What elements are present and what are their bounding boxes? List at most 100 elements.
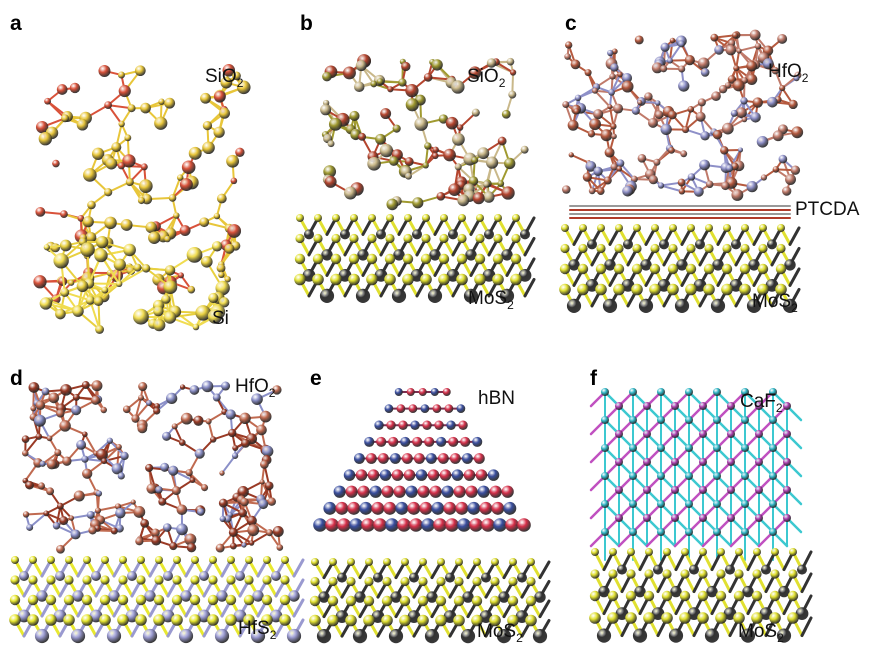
atom bbox=[404, 469, 416, 481]
atom bbox=[770, 569, 779, 578]
atom bbox=[35, 433, 42, 440]
atom bbox=[475, 254, 485, 264]
atom bbox=[633, 629, 647, 643]
atom bbox=[46, 595, 56, 605]
atom bbox=[455, 502, 468, 515]
atom bbox=[325, 518, 339, 532]
atom bbox=[587, 239, 597, 249]
atom bbox=[456, 274, 468, 286]
atom bbox=[29, 382, 40, 393]
atom bbox=[680, 150, 687, 157]
atom bbox=[195, 449, 205, 459]
atom bbox=[329, 118, 342, 131]
atom bbox=[140, 519, 149, 528]
atom bbox=[601, 129, 613, 141]
atom bbox=[33, 275, 46, 288]
atom bbox=[210, 436, 216, 442]
atom bbox=[706, 181, 714, 189]
atom bbox=[178, 272, 184, 278]
bond bbox=[802, 618, 811, 636]
atom bbox=[648, 118, 658, 128]
atom bbox=[96, 490, 102, 496]
atom bbox=[69, 515, 74, 520]
atom bbox=[725, 565, 735, 575]
atom bbox=[136, 575, 145, 584]
atom bbox=[280, 575, 289, 584]
atom bbox=[420, 274, 432, 286]
atom bbox=[139, 179, 153, 193]
atom bbox=[488, 469, 500, 481]
atom bbox=[643, 514, 651, 522]
atom bbox=[172, 575, 181, 584]
atom bbox=[101, 458, 107, 464]
atom bbox=[685, 55, 695, 65]
label-text: HfO bbox=[768, 61, 802, 82]
atom bbox=[356, 60, 367, 71]
atom bbox=[310, 577, 319, 586]
atom bbox=[337, 518, 351, 532]
atom bbox=[419, 388, 427, 396]
atom bbox=[230, 543, 237, 550]
atom bbox=[323, 502, 336, 515]
atom bbox=[118, 595, 128, 605]
atom bbox=[758, 264, 768, 274]
atom bbox=[138, 395, 144, 401]
atom bbox=[82, 575, 91, 584]
atom bbox=[104, 188, 112, 196]
atom bbox=[779, 155, 788, 164]
atom bbox=[473, 192, 485, 204]
atom bbox=[699, 514, 707, 522]
atom bbox=[368, 469, 380, 481]
atom bbox=[320, 289, 334, 303]
atom bbox=[402, 274, 414, 286]
atom bbox=[741, 224, 749, 232]
atom bbox=[601, 416, 609, 424]
atom bbox=[741, 416, 749, 424]
atom bbox=[345, 615, 357, 627]
atom bbox=[76, 440, 86, 450]
atom bbox=[80, 242, 95, 257]
atom bbox=[412, 437, 422, 447]
atom bbox=[593, 167, 602, 176]
atom bbox=[187, 543, 196, 552]
atom bbox=[169, 194, 177, 202]
atom bbox=[134, 264, 142, 272]
atom bbox=[662, 591, 672, 601]
label-text: MoS bbox=[752, 291, 791, 312]
atom bbox=[732, 32, 738, 38]
atom bbox=[769, 500, 777, 508]
atom bbox=[221, 381, 230, 390]
atom bbox=[386, 214, 394, 222]
atom bbox=[263, 556, 271, 564]
atom bbox=[273, 526, 284, 537]
atom bbox=[133, 309, 149, 325]
atom bbox=[769, 444, 777, 452]
atom bbox=[366, 274, 378, 286]
atom bbox=[593, 109, 603, 119]
atom bbox=[247, 524, 259, 536]
atom bbox=[54, 449, 61, 456]
label-text: HfS bbox=[238, 618, 270, 639]
atom bbox=[201, 256, 213, 268]
atom bbox=[135, 614, 147, 626]
atom bbox=[445, 518, 459, 532]
atom bbox=[713, 416, 721, 424]
atom bbox=[405, 84, 418, 97]
atom bbox=[783, 458, 791, 466]
atom bbox=[38, 482, 45, 489]
atom bbox=[742, 117, 747, 122]
atom bbox=[395, 388, 403, 396]
atom bbox=[632, 107, 640, 115]
label-subscript: 2 bbox=[270, 628, 277, 642]
atom bbox=[626, 569, 635, 578]
atom bbox=[507, 58, 515, 66]
atom bbox=[604, 176, 612, 184]
atom bbox=[578, 264, 588, 274]
atom bbox=[118, 575, 127, 584]
atom bbox=[443, 502, 456, 515]
atom bbox=[309, 615, 321, 627]
atom bbox=[158, 498, 166, 506]
atom bbox=[390, 453, 401, 464]
atom bbox=[469, 518, 483, 532]
atom bbox=[421, 254, 431, 264]
